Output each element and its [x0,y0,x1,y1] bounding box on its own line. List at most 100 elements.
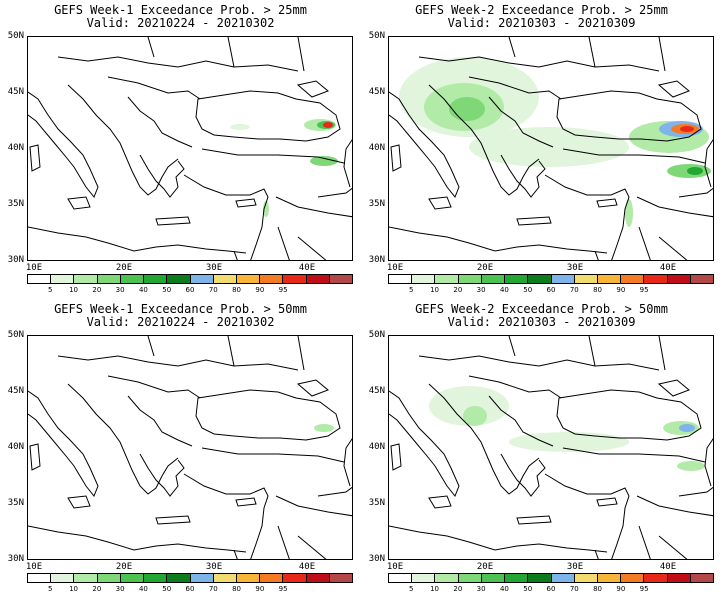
colorbar-swatch [167,275,191,283]
probability-shading [680,126,694,132]
colorbar-tick-label: 10 [69,286,79,294]
colorbar-swatch [574,275,598,283]
colorbar-tick-label: 50 [162,585,172,593]
lat-label: 45N [368,87,385,97]
lon-label: 40E [659,263,677,273]
lon-label: 40E [659,562,677,572]
colorbar-swatch [690,275,714,283]
colorbar-tick-label: 70 [569,585,579,593]
map-svg [389,336,713,559]
colorbar-swatch [74,574,98,582]
colorbar-tick-label: 30 [476,585,486,593]
colorbar-tick-label: 90 [255,286,265,294]
lon-label: 20E [476,263,494,273]
probability-shading [463,406,487,426]
lat-label: 35N [368,498,385,508]
probability-shading [314,424,334,432]
colorbar-tick-label: 40 [499,286,509,294]
colorbar-swatch [97,275,121,283]
colorbar-swatch [435,574,459,582]
probability-shading [323,122,333,128]
colorbar-swatch [51,275,75,283]
panel-title: GEFS Week-1 Exceedance Prob. > 25mm [54,3,307,17]
map-area [27,335,353,560]
lat-label: 50N [7,330,24,340]
map-area [388,36,714,261]
lon-label: 40E [298,263,316,273]
colorbar-tick-label: 95 [278,585,288,593]
colorbar-swatch [236,275,261,283]
probability-shading [625,199,633,227]
colorbar-swatch [667,275,691,283]
colorbar-swatch [621,275,645,283]
colorbar [388,274,714,284]
colorbar-tick-label: 10 [430,286,440,294]
colorbar-swatch [389,574,413,582]
colorbar-tick-label: 95 [278,286,288,294]
colorbar-swatch [51,574,75,582]
colorbar-tick-label: 5 [48,286,53,294]
colorbar-swatch [74,275,98,283]
panel-valid-dates: Valid: 20210224 - 20210302 [86,16,275,30]
colorbar-swatch [667,574,691,582]
colorbar-tick-label: 50 [162,286,172,294]
lat-label: 30N [368,554,385,564]
colorbar-swatch [236,574,261,582]
colorbar-swatch [458,574,482,582]
colorbar-tick-label: 80 [232,585,242,593]
lon-label: 10E [25,562,43,572]
probability-shading [677,461,705,471]
colorbar-swatch [329,574,353,582]
probability-shading [687,167,703,175]
colorbar-tick-label: 95 [639,585,649,593]
colorbar-tick-label: 20 [453,286,463,294]
colorbar-tick-label: 40 [138,585,148,593]
probability-shading [230,124,250,130]
colorbar-swatch [412,275,436,283]
lat-label: 50N [368,330,385,340]
lat-label: 40N [7,143,24,153]
panel-title: GEFS Week-2 Exceedance Prob. > 50mm [415,302,668,316]
colorbar-tick-label: 10 [69,585,79,593]
colorbar-swatch [412,574,436,582]
lat-label: 35N [7,199,24,209]
lat-label: 30N [7,554,24,564]
colorbar-tick-label: 60 [546,585,556,593]
colorbar-swatch [28,275,52,283]
colorbar-swatch [28,574,52,582]
colorbar-tick-label: 95 [639,286,649,294]
lon-label: 10E [386,562,404,572]
colorbar-swatch [435,275,459,283]
probability-shading [469,127,629,167]
colorbar-swatch [283,275,307,283]
lon-label: 30E [566,263,584,273]
colorbar [388,573,714,583]
colorbar-tick-label: 40 [499,585,509,593]
colorbar-swatch [306,275,330,283]
colorbar-swatch [144,275,168,283]
colorbar-tick-label: 30 [115,585,125,593]
colorbar-swatch [213,275,237,283]
colorbar-tick-label: 10 [430,585,440,593]
map-svg [28,37,352,260]
colorbar [27,274,353,284]
lat-label: 30N [368,255,385,265]
probability-shading [263,201,269,217]
colorbar-tick-label: 80 [593,585,603,593]
colorbar-tick-label: 90 [255,585,265,593]
probability-shading [449,97,485,121]
lon-label: 20E [476,562,494,572]
map-panel-2: GEFS Week-2 Exceedance Prob. > 25mm Vali… [361,0,722,299]
colorbar-swatch [528,574,552,582]
colorbar-swatch [283,574,307,582]
colorbar-swatch [306,574,330,582]
colorbar-swatch [213,574,237,582]
colorbar-swatch [690,574,714,582]
colorbar-tick-label: 90 [616,286,626,294]
colorbar-swatch [621,574,645,582]
probability-shading [310,156,338,166]
colorbar-swatch [389,275,413,283]
colorbar-tick-label: 5 [48,585,53,593]
colorbar-swatch [329,275,353,283]
map-area [388,335,714,560]
